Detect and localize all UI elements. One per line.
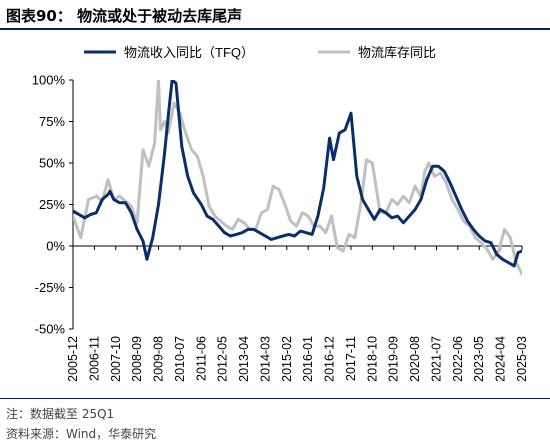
x-tick-label: 2016-12 [323, 336, 337, 382]
series-line-1 [73, 80, 522, 268]
x-tick-label: 2021-07 [429, 336, 443, 382]
x-tick-label: 2012-05 [216, 336, 230, 382]
x-tick-label: 2010-07 [173, 336, 187, 382]
footnote: 注：数据截至 25Q1 [6, 407, 115, 421]
x-axis: 2005-12 2006-11 2007-10 2008-09 2009-08 2010-… [66, 245, 529, 382]
y-axis: -50% -25% 0% 25% 50% 75% 100% [32, 73, 74, 337]
x-tick-label: 2008-09 [130, 336, 144, 382]
series-layer [73, 80, 522, 276]
source-note: 资料来源：Wind，华泰研究 [6, 427, 157, 441]
x-tick-label: 2024-04 [494, 336, 508, 382]
x-tick-label: 2017-11 [344, 336, 358, 381]
title-rule [0, 28, 550, 30]
y-tick-label: -50% [35, 322, 66, 337]
y-tick-label: 50% [39, 156, 65, 171]
x-tick-label: 2019-09 [387, 336, 401, 382]
title-bar: 图表90： 物流或处于被动去库尾声 [0, 0, 550, 30]
x-tick-label: 2013-04 [237, 336, 251, 382]
footer-rule [0, 398, 550, 399]
x-tick-label: 2020-08 [408, 336, 422, 382]
x-tick-label: 2005-12 [66, 336, 80, 382]
y-tick-label: 75% [39, 114, 65, 129]
x-tick-label: 2023-05 [472, 336, 486, 382]
x-tick-label: 2014-03 [258, 336, 272, 382]
x-tick-label: 2007-10 [109, 336, 123, 382]
y-tick-label: -25% [35, 280, 66, 295]
legend-label-2: 物流库存同比 [358, 45, 436, 60]
x-tick-label: 2018-10 [365, 336, 379, 382]
x-tick-label: 2011-06 [194, 336, 208, 381]
y-tick-label: 0% [46, 239, 65, 254]
x-tick-label: 2016-01 [301, 336, 315, 382]
series-line-2 [73, 80, 522, 276]
legend: 物流收入同比（TFQ） 物流库存同比 [84, 45, 436, 60]
x-tick-label: 2022-06 [451, 336, 465, 382]
line-chart: -50%-25%0%25%50%75%100% 2005-12 2006-11 20… [32, 45, 529, 382]
x-tick-label: 2025-03 [515, 336, 529, 382]
x-tick-label: 2006-11 [87, 336, 101, 381]
y-tick-label: 100% [32, 73, 66, 88]
legend-label-1: 物流收入同比（TFQ） [124, 45, 254, 60]
chart-title: 图表90： 物流或处于被动去库尾声 [6, 7, 243, 25]
x-tick-label: 2015-02 [280, 336, 294, 382]
x-tick-label: 2009-08 [152, 336, 166, 382]
y-tick-label: 25% [39, 197, 65, 212]
